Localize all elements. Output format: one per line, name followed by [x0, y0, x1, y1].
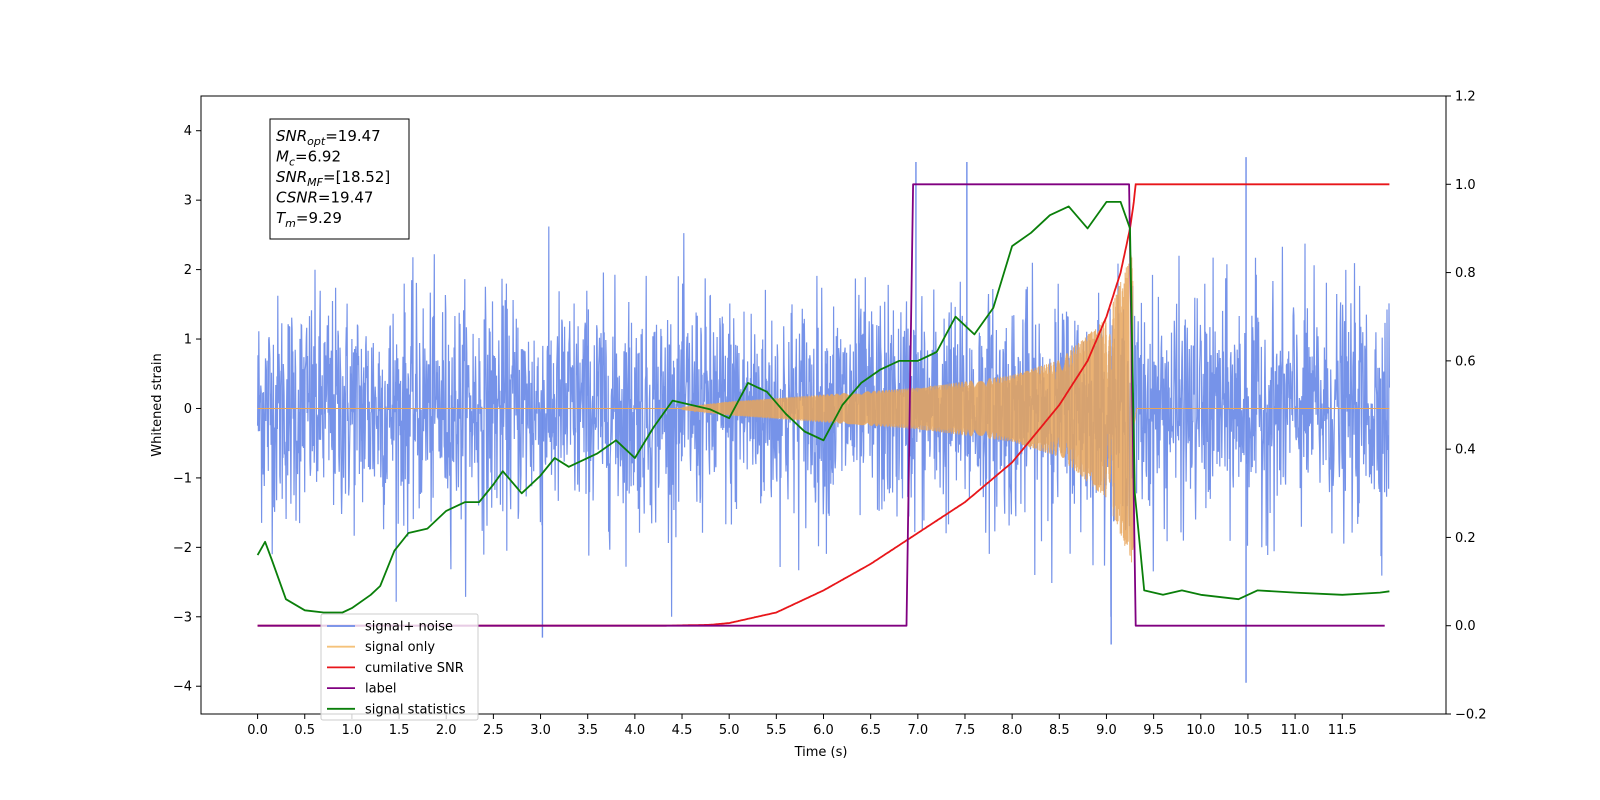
y2-tick-label: −0.2: [1455, 708, 1487, 723]
signal-noise-series: [257, 226, 1390, 617]
y2-tick-label: 0.6: [1455, 354, 1476, 369]
y2-ticks: 1.2 1.0 0.8 0.6 0.4 0.2 0.0 −0.2: [1446, 90, 1487, 723]
x-tick-label: 6.0: [813, 723, 834, 738]
x-tick-label: 10.0: [1186, 723, 1215, 738]
x-tick-label: 2.0: [436, 723, 457, 738]
annotation-line: SNRMF=[18.52]: [276, 168, 390, 189]
x-tick-label: 11.0: [1281, 723, 1310, 738]
x-tick-label: 7.5: [955, 723, 976, 738]
annotation-subscript: m: [285, 217, 296, 230]
stats-annotation: SNRopt=19.47Mc=6.92SNRMF=[18.52]CSNR=19.…: [269, 118, 410, 240]
annotation-value: =[18.52]: [323, 168, 390, 186]
x-tick-label: 10.5: [1233, 723, 1262, 738]
annotation-symbol: CSNR: [276, 189, 318, 207]
y-tick-label: 4: [184, 124, 192, 139]
y-tick-label: −2: [173, 541, 192, 556]
x-tick-label: 1.0: [342, 723, 363, 738]
legend-label: label: [365, 682, 396, 697]
x-tick-label: 8.0: [1002, 723, 1023, 738]
legend-label: signal statistics: [365, 702, 466, 717]
x-tick-label: 3.5: [577, 723, 598, 738]
annotation-value: =9.29: [296, 209, 342, 227]
annotation-symbol: T: [276, 209, 287, 227]
x-tick-label: 8.5: [1049, 723, 1070, 738]
x-axis-label: Time (s): [794, 745, 848, 760]
y-tick-label: 3: [184, 194, 192, 209]
legend: signal+ noise signal only cumilative SNR la…: [320, 613, 479, 721]
annotation-value: =19.47: [325, 127, 381, 145]
annotation-value: =6.92: [295, 148, 341, 166]
y-tick-label: 0: [184, 402, 192, 417]
x-tick-label: 0.0: [247, 723, 268, 738]
legend-frame: [320, 613, 479, 721]
x-tick-label: 5.5: [766, 723, 787, 738]
annotation-line: Tm=9.29: [276, 209, 342, 230]
annotation-symbol: SNR: [276, 127, 307, 145]
x-tick-label: 9.5: [1143, 723, 1164, 738]
annotation-symbol: SNR: [276, 168, 307, 186]
annotation-subscript: MF: [307, 176, 323, 189]
annotation-symbol: M: [276, 148, 289, 166]
y2-tick-label: 1.2: [1455, 90, 1476, 105]
x-tick-label: 11.5: [1328, 723, 1357, 738]
x-tick-label: 9.0: [1096, 723, 1117, 738]
x-tick-label: 0.5: [294, 723, 315, 738]
annotation-line: SNRopt=19.47: [276, 127, 381, 148]
x-tick-label: 7.0: [907, 723, 928, 738]
annotation-subscript: opt: [307, 135, 326, 148]
annotation-line: CSNR=19.47: [276, 189, 373, 207]
legend-label: cumilative SNR: [365, 661, 464, 676]
y-axis-label: Whitened strain: [150, 353, 165, 456]
y2-tick-label: 0.4: [1455, 443, 1476, 458]
legend-label: signal only: [365, 640, 435, 655]
y-tick-label: 2: [184, 263, 192, 278]
x-tick-label: 4.5: [672, 723, 693, 738]
x-tick-label: 3.0: [530, 723, 551, 738]
legend-label: signal+ noise: [365, 620, 453, 635]
y-tick-label: −3: [173, 610, 192, 625]
x-tick-label: 2.5: [483, 723, 504, 738]
x-tick-label: 4.0: [625, 723, 646, 738]
x-tick-label: 6.5: [860, 723, 881, 738]
x-tick-label: 5.0: [719, 723, 740, 738]
y-ticks: 4 3 2 1 0 −1 −2 −3 −4: [173, 124, 201, 695]
label-series: [257, 183, 1385, 627]
x-tick-label: 1.5: [389, 723, 410, 738]
y-tick-label: −4: [173, 680, 192, 695]
y-tick-label: 1: [184, 333, 192, 348]
annotation-frame: [269, 118, 410, 240]
signal-statistics-series: [256, 201, 1390, 614]
annotation-line: Mc=6.92: [276, 148, 341, 169]
annotation-value: =19.47: [318, 189, 374, 207]
x-ticks: 0.0 0.5 1.0 1.5 2.0 2.5 3.0 3.5 4.0 4.5 5.0 5.5 6.0 6…: [247, 714, 1357, 738]
y2-tick-label: 1.0: [1455, 178, 1476, 193]
y2-tick-label: 0.8: [1455, 266, 1476, 281]
annotation-subscript: c: [289, 156, 295, 169]
series-layer: [256, 157, 1390, 683]
y2-tick-label: 0.0: [1455, 619, 1476, 634]
y-tick-label: −1: [173, 471, 192, 486]
y2-tick-label: 0.2: [1455, 531, 1476, 546]
